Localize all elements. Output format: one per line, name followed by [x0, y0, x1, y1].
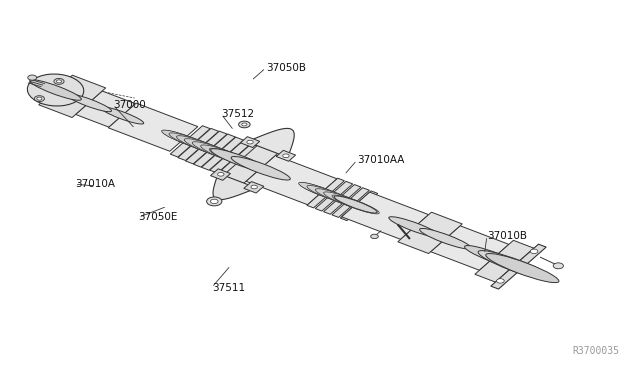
- Ellipse shape: [465, 246, 524, 269]
- Circle shape: [239, 121, 250, 128]
- Circle shape: [553, 263, 563, 269]
- Circle shape: [283, 154, 289, 158]
- Ellipse shape: [201, 145, 253, 166]
- Polygon shape: [227, 147, 267, 179]
- Polygon shape: [244, 182, 264, 193]
- Circle shape: [28, 75, 36, 80]
- Ellipse shape: [162, 130, 211, 150]
- Polygon shape: [213, 174, 254, 200]
- Polygon shape: [202, 137, 243, 170]
- Polygon shape: [221, 144, 280, 185]
- Ellipse shape: [238, 159, 284, 177]
- Ellipse shape: [209, 148, 260, 169]
- Ellipse shape: [334, 196, 377, 213]
- Circle shape: [247, 140, 253, 144]
- Text: 37010B: 37010B: [487, 231, 527, 241]
- Ellipse shape: [486, 254, 559, 283]
- Polygon shape: [218, 144, 259, 176]
- Text: 37010AA: 37010AA: [357, 155, 404, 165]
- Polygon shape: [241, 137, 260, 148]
- Ellipse shape: [389, 217, 440, 237]
- Polygon shape: [250, 128, 294, 156]
- Ellipse shape: [332, 195, 380, 214]
- Polygon shape: [475, 240, 534, 282]
- Ellipse shape: [184, 139, 237, 160]
- Ellipse shape: [472, 248, 516, 266]
- Ellipse shape: [100, 107, 144, 124]
- Ellipse shape: [423, 230, 468, 248]
- Polygon shape: [186, 131, 227, 164]
- Polygon shape: [193, 134, 236, 167]
- Ellipse shape: [324, 192, 371, 211]
- Ellipse shape: [393, 218, 436, 235]
- Polygon shape: [431, 226, 509, 270]
- Circle shape: [530, 249, 538, 254]
- Circle shape: [251, 185, 257, 189]
- Polygon shape: [178, 128, 219, 160]
- Circle shape: [207, 197, 222, 206]
- Polygon shape: [340, 191, 378, 221]
- Text: 37511: 37511: [212, 283, 244, 292]
- Polygon shape: [76, 91, 136, 127]
- Polygon shape: [108, 103, 198, 151]
- Polygon shape: [211, 169, 230, 180]
- Circle shape: [371, 234, 378, 239]
- Ellipse shape: [231, 157, 291, 180]
- Circle shape: [497, 279, 504, 283]
- Text: 37050E: 37050E: [138, 212, 178, 222]
- Circle shape: [35, 96, 44, 102]
- Ellipse shape: [218, 151, 268, 171]
- Circle shape: [56, 80, 61, 83]
- Polygon shape: [276, 150, 296, 161]
- Polygon shape: [398, 212, 462, 254]
- Circle shape: [242, 123, 247, 126]
- Circle shape: [37, 97, 42, 100]
- Polygon shape: [316, 182, 353, 211]
- Polygon shape: [324, 185, 361, 214]
- Ellipse shape: [420, 228, 471, 249]
- Ellipse shape: [478, 251, 551, 280]
- Polygon shape: [342, 192, 429, 239]
- Polygon shape: [210, 140, 252, 173]
- Text: 37050B: 37050B: [266, 63, 306, 73]
- Ellipse shape: [192, 142, 245, 163]
- Circle shape: [218, 173, 224, 176]
- Polygon shape: [332, 188, 369, 217]
- Ellipse shape: [28, 74, 84, 106]
- Ellipse shape: [300, 183, 345, 201]
- Polygon shape: [491, 244, 546, 289]
- Ellipse shape: [316, 189, 363, 208]
- Circle shape: [211, 199, 218, 203]
- Ellipse shape: [169, 133, 220, 153]
- Polygon shape: [170, 126, 210, 157]
- Polygon shape: [246, 155, 337, 205]
- Ellipse shape: [29, 80, 81, 100]
- Ellipse shape: [163, 130, 205, 147]
- Ellipse shape: [67, 94, 111, 112]
- Text: 37010A: 37010A: [75, 179, 115, 189]
- Circle shape: [513, 264, 521, 268]
- Text: R3700035: R3700035: [573, 346, 620, 356]
- Ellipse shape: [177, 136, 228, 156]
- Ellipse shape: [307, 186, 355, 204]
- Circle shape: [54, 78, 64, 84]
- Polygon shape: [39, 75, 106, 118]
- Text: 37000: 37000: [113, 100, 146, 110]
- Polygon shape: [307, 178, 344, 208]
- Ellipse shape: [211, 149, 270, 172]
- Ellipse shape: [299, 182, 346, 201]
- Text: 37512: 37512: [221, 109, 254, 119]
